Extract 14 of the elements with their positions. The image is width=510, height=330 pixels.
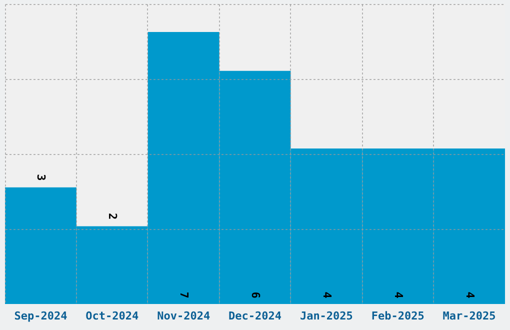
data-label: 2 [106,212,120,220]
x-tick-label: Sep-2024 [14,310,68,322]
x-tick-label: Mar-2025 [442,310,496,322]
data-label: 3 [34,174,48,181]
x-tick-label: Jan-2025 [300,310,353,322]
x-tick-label: Feb-2025 [371,310,424,322]
x-tick-label: Oct-2024 [86,310,140,322]
data-label: 6 [249,292,262,299]
x-tick-label: Dec-2024 [228,310,282,322]
data-label: 4 [320,292,334,299]
x-tick-label: Nov-2024 [157,310,210,322]
data-label: 4 [392,292,405,299]
data-label: 7 [178,292,191,298]
data-label: 4 [463,292,476,299]
